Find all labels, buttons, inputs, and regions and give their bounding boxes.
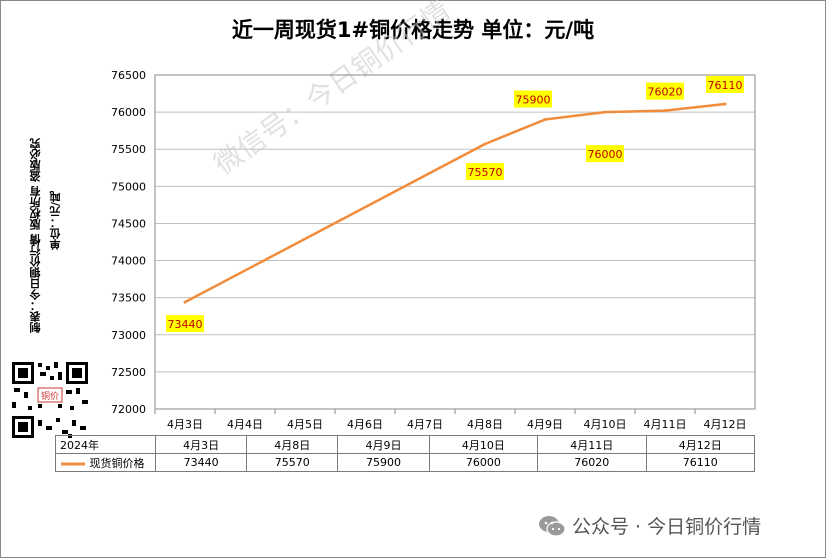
y-tick-label: 74000	[111, 255, 146, 268]
data-label: 76110	[708, 79, 743, 92]
x-tick-label: 4月11日	[644, 418, 687, 431]
data-point	[603, 110, 607, 114]
data-label: 76000	[588, 148, 623, 161]
data-label: 76020	[648, 86, 683, 99]
data-label-box	[514, 90, 552, 108]
table-value-cell: 76110	[645, 453, 756, 472]
x-tick-label: 4月9日	[527, 418, 563, 431]
legend-line-icon	[61, 462, 85, 465]
table-year-cell: 2024年	[55, 435, 156, 454]
wechat-icon	[539, 516, 566, 537]
footer-source: 公众号	[572, 516, 630, 538]
data-label-box	[166, 315, 204, 333]
y-tick-label: 72000	[111, 403, 146, 416]
table-date-cell: 4月12日	[645, 435, 756, 454]
data-label-box	[706, 75, 744, 93]
table-value-row: 现货铜价格 73440 75570 75900 76000 76020 7611…	[55, 453, 756, 472]
footer-account-name: 今日铜价行情	[647, 516, 762, 538]
x-tick-label: 4月6日	[347, 418, 383, 431]
plot-area	[154, 74, 756, 410]
data-label: 75900	[516, 94, 551, 107]
table-date-cell: 4月8日	[246, 435, 339, 454]
y-tick-label: 74500	[111, 217, 146, 230]
table-date-cell: 4月10日	[428, 435, 539, 454]
data-point	[543, 118, 547, 122]
table-value-cell: 76000	[428, 453, 539, 472]
x-tick-label: 4月4日	[227, 418, 263, 431]
qr-center-label: 铜价	[41, 390, 59, 402]
data-point	[723, 102, 727, 106]
footer-account: 公众号 · 今日铜价行情	[572, 512, 761, 539]
chart-title: 近一周现货1#铜价格走势 单位：元/吨	[231, 18, 595, 42]
data-label: 73440	[168, 318, 203, 331]
table-value-cell: 75570	[246, 453, 339, 472]
data-label: 75570	[468, 166, 503, 179]
data-point	[663, 109, 667, 113]
data-point	[183, 300, 187, 304]
x-tick-label: 4月7日	[407, 418, 443, 431]
y-tick-label: 73000	[111, 329, 146, 342]
y-tick-label: 75500	[111, 143, 146, 156]
y-tick-label: 75000	[111, 180, 146, 193]
footer-separator: ·	[635, 516, 642, 538]
table-value-cell: 73440	[154, 453, 248, 472]
x-tick-label: 4月10日	[584, 418, 627, 431]
table-value-cell: 76020	[537, 453, 647, 472]
y-tick-label: 73500	[111, 292, 146, 305]
qr-code-icon: 铜价	[10, 360, 90, 440]
x-tick-label: 4月5日	[287, 418, 323, 431]
table-date-cell: 4月9日	[337, 435, 430, 454]
data-label-box	[646, 82, 684, 100]
x-tick-label: 4月12日	[704, 418, 747, 431]
y-tick-label: 72500	[111, 366, 146, 379]
x-tick-label: 4月3日	[167, 418, 203, 431]
y-tick-label: 76500	[111, 69, 146, 82]
data-point	[483, 142, 487, 146]
series-line	[184, 102, 726, 304]
table-series-cell: 现货铜价格	[55, 453, 156, 472]
table-date-cell: 4月11日	[537, 435, 647, 454]
data-label-box	[586, 145, 624, 163]
data-table: 2024年 4月3日 4月8日 4月9日 4月10日 4月11日 4月12日 现…	[55, 435, 756, 472]
table-value-cell: 75900	[337, 453, 430, 472]
table-series-name: 现货铜价格	[89, 456, 145, 470]
x-tick-label: 4月8日	[467, 418, 503, 431]
table-header-row: 2024年 4月3日 4月8日 4月9日 4月10日 4月11日 4月12日	[55, 435, 756, 454]
table-date-cell: 4月3日	[154, 435, 248, 454]
data-label-box	[466, 163, 504, 181]
y-tick-label: 76000	[111, 106, 146, 119]
